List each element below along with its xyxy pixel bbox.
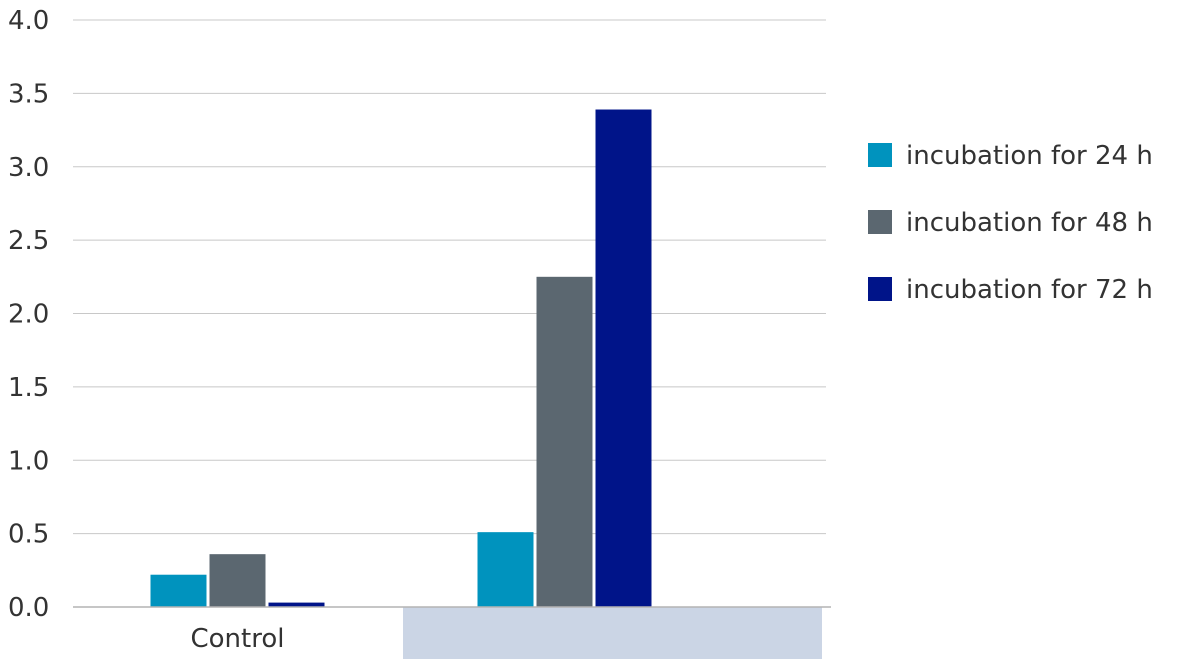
- y-tick-label: 0.5: [8, 520, 49, 550]
- bar: [536, 276, 593, 607]
- y-axis-ticks-layer: 0.0 0.5 1.0 1.5 2.0 2.5 3.0 3.5 4.0: [8, 6, 49, 623]
- legend-swatch: [868, 277, 892, 301]
- legend-swatch: [868, 143, 892, 167]
- bar: [595, 109, 652, 607]
- category-highlight-band: [403, 607, 822, 659]
- y-tick-label: 1.0: [8, 446, 49, 476]
- bar: [477, 532, 534, 607]
- x-tick-label: Control: [191, 624, 285, 654]
- chart-background-layer: [403, 607, 822, 659]
- legend-label: incubation for 48 h: [906, 208, 1153, 238]
- y-tick-label: 3.0: [8, 153, 49, 183]
- bar: [150, 574, 207, 607]
- bar: [209, 554, 266, 607]
- legend-label: incubation for 72 h: [906, 275, 1153, 305]
- gridlines-layer: [73, 19, 826, 535]
- y-tick-label: 3.5: [8, 79, 49, 109]
- y-tick-label: 4.0: [8, 6, 49, 36]
- y-tick-label: 0.0: [8, 593, 49, 623]
- bars-layer: [150, 109, 652, 607]
- bar: [268, 602, 325, 607]
- legend: incubation for 24 h incubation for 48 h in…: [868, 141, 1153, 305]
- x-axis-labels-layer: Control: [191, 624, 285, 654]
- y-tick-label: 2.0: [8, 300, 49, 330]
- legend-swatch: [868, 210, 892, 234]
- y-tick-label: 1.5: [8, 373, 49, 403]
- y-tick-label: 2.5: [8, 226, 49, 256]
- legend-label: incubation for 24 h: [906, 141, 1153, 171]
